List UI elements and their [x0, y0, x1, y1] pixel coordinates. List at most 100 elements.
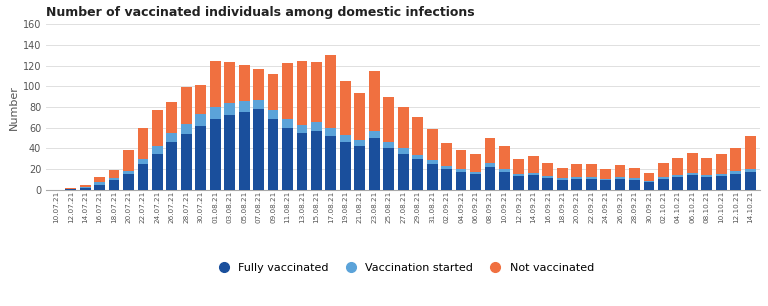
Bar — [383, 142, 394, 148]
Bar — [137, 164, 148, 190]
Bar — [94, 185, 105, 190]
Bar — [470, 174, 481, 190]
Bar — [701, 158, 712, 175]
Bar — [224, 62, 235, 103]
Bar — [614, 165, 625, 177]
Bar — [701, 175, 712, 177]
Bar — [326, 128, 336, 136]
Bar — [268, 74, 279, 110]
Bar — [745, 136, 756, 169]
Bar — [441, 169, 452, 190]
Bar — [629, 181, 640, 190]
Bar — [340, 142, 351, 190]
Legend: Fully vaccinated, Vaccination started, Not vaccinated: Fully vaccinated, Vaccination started, N… — [208, 258, 598, 277]
Bar — [253, 69, 264, 100]
Bar — [701, 177, 712, 190]
Bar — [485, 163, 495, 167]
Bar — [586, 164, 597, 177]
Bar — [94, 182, 105, 185]
Bar — [673, 158, 684, 175]
Y-axis label: Number: Number — [8, 85, 18, 129]
Bar — [557, 178, 568, 181]
Bar — [369, 71, 379, 131]
Bar — [644, 173, 654, 181]
Bar — [383, 97, 394, 142]
Bar — [80, 185, 91, 187]
Bar — [210, 107, 220, 119]
Bar — [65, 189, 76, 190]
Bar — [499, 169, 510, 172]
Bar — [80, 188, 91, 190]
Bar — [181, 124, 192, 134]
Bar — [614, 177, 625, 179]
Bar — [586, 179, 597, 190]
Bar — [571, 179, 582, 190]
Bar — [528, 175, 538, 190]
Bar — [123, 174, 134, 190]
Bar — [673, 177, 684, 190]
Bar — [673, 175, 684, 177]
Bar — [470, 172, 481, 174]
Bar — [687, 173, 698, 175]
Bar — [528, 173, 538, 175]
Bar — [152, 110, 163, 146]
Text: Number of vaccinated individuals among domestic infections: Number of vaccinated individuals among d… — [46, 6, 475, 19]
Bar — [644, 182, 654, 190]
Bar — [253, 100, 264, 109]
Bar — [383, 148, 394, 190]
Bar — [296, 125, 307, 133]
Bar — [311, 62, 322, 121]
Bar — [253, 109, 264, 190]
Bar — [687, 175, 698, 190]
Bar — [167, 133, 177, 142]
Bar — [195, 85, 206, 114]
Bar — [687, 152, 698, 173]
Bar — [152, 154, 163, 190]
Bar — [427, 129, 438, 160]
Bar — [441, 166, 452, 169]
Bar — [326, 55, 336, 128]
Bar — [601, 179, 611, 181]
Bar — [239, 112, 250, 190]
Bar — [137, 128, 148, 159]
Bar — [311, 131, 322, 190]
Bar — [441, 143, 452, 166]
Bar — [485, 167, 495, 190]
Bar — [601, 181, 611, 190]
Bar — [210, 119, 220, 190]
Bar — [716, 174, 727, 176]
Bar — [658, 163, 669, 177]
Bar — [224, 115, 235, 190]
Bar — [311, 121, 322, 131]
Bar — [745, 172, 756, 190]
Bar — [181, 134, 192, 190]
Bar — [629, 178, 640, 181]
Bar — [745, 169, 756, 172]
Bar — [167, 102, 177, 133]
Bar — [455, 151, 466, 169]
Bar — [629, 168, 640, 178]
Bar — [123, 171, 134, 174]
Bar — [658, 177, 669, 179]
Bar — [542, 178, 553, 190]
Bar — [282, 119, 293, 128]
Bar — [268, 110, 279, 119]
Bar — [614, 179, 625, 190]
Bar — [514, 159, 525, 174]
Bar — [369, 138, 379, 190]
Bar — [730, 148, 741, 171]
Bar — [398, 148, 409, 154]
Bar — [210, 61, 220, 107]
Bar — [499, 146, 510, 169]
Bar — [470, 154, 481, 172]
Bar — [65, 188, 76, 189]
Bar — [369, 131, 379, 138]
Bar — [455, 172, 466, 190]
Bar — [716, 154, 727, 174]
Bar — [398, 154, 409, 190]
Bar — [296, 133, 307, 190]
Bar — [412, 159, 423, 190]
Bar — [282, 128, 293, 190]
Bar — [571, 164, 582, 177]
Bar — [354, 140, 366, 146]
